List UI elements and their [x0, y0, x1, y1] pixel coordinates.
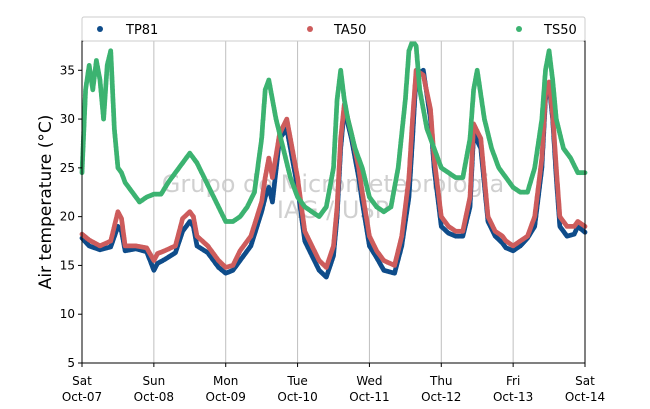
x-tick-label-day: Thu	[429, 374, 453, 388]
legend-label-ta50: TA50	[333, 23, 366, 38]
x-tick-label-date: Oct-08	[134, 390, 174, 404]
x-axis: Sat Oct-07 Sun Oct-08 Mon Oct-09 Tue Oct-10 Wed O…	[62, 363, 605, 404]
x-tick-label-date: Oct-07	[62, 390, 102, 404]
x-tick-label-date: Oct-11	[349, 390, 389, 404]
y-tick-label: 25	[60, 161, 75, 175]
y-tick-label: 30	[60, 112, 75, 126]
y-tick-label: 5	[67, 356, 75, 370]
y-tick-label: 35	[60, 63, 75, 77]
series-layer	[79, 38, 588, 280]
x-tick-label-day: Sun	[142, 374, 165, 388]
legend: TP81 TA50 TS50	[81, 16, 586, 42]
legend-label-ts50: TS50	[543, 23, 577, 38]
legend-marker-ta50	[307, 26, 313, 32]
x-tick-label-date: Oct-10	[277, 390, 317, 404]
x-tick-label-day: Fri	[506, 374, 520, 388]
x-tick-label-date: Oct-09	[206, 390, 246, 404]
y-tick-label: 20	[60, 210, 75, 224]
legend-marker-ts50	[516, 26, 522, 32]
y-axis: 5 10 15 20 25 30 35	[60, 63, 82, 370]
legend-label-tp81: TP81	[125, 23, 158, 38]
series-ta50	[79, 67, 588, 270]
series-ts50	[79, 38, 588, 224]
x-tick-label-day: Mon	[213, 374, 238, 388]
y-tick-label: 10	[60, 307, 75, 321]
y-axis-label: Air temperature (°C)	[36, 115, 56, 290]
legend-box	[81, 16, 586, 42]
legend-marker-tp81	[97, 26, 103, 32]
x-tick-label-date: Oct-13	[493, 390, 533, 404]
x-tick-label-day: Sat	[575, 374, 595, 388]
x-tick-label-day: Tue	[286, 374, 308, 388]
x-tick-label-day: Wed	[356, 374, 382, 388]
x-tick-label-date: Oct-14	[565, 390, 605, 404]
y-tick-label: 15	[60, 258, 75, 272]
plot-area	[82, 41, 585, 363]
x-tick-label-date: Oct-12	[421, 390, 461, 404]
x-tick-label-day: Sat	[72, 374, 92, 388]
